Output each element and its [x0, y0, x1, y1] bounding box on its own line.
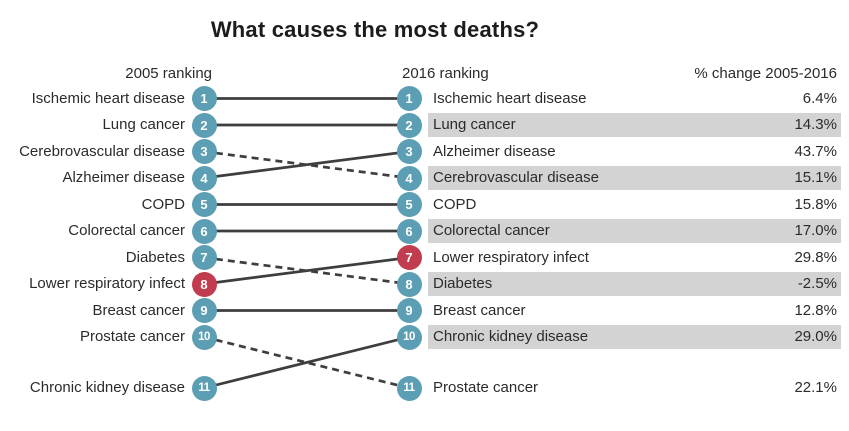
cause-label-2016: Chronic kidney disease	[433, 328, 589, 345]
row-band	[428, 272, 841, 296]
rank-circle-2005: 1	[191, 86, 217, 111]
cause-label-2005: Colorectal cancer	[68, 222, 185, 239]
pct-change-value: 43.7%	[794, 142, 837, 160]
cause-label-2016: Ischemic heart disease	[433, 89, 587, 107]
cause-label-2016: Lower respiratory infect	[433, 248, 589, 266]
rank-circle-2016: 9	[396, 298, 422, 323]
rank-circle-2016: 8	[396, 271, 422, 297]
rank-circle-2005: 7	[191, 245, 217, 270]
cause-label-2016: Prostate cancer	[433, 379, 539, 396]
column-header-pct-change: % change 2005-2016	[694, 65, 837, 82]
cause-label-2016: Alzheimer disease	[433, 142, 556, 160]
rank-change-line	[203, 256, 410, 286]
cause-label-2016: Breast cancer	[433, 301, 526, 319]
cause-label-2016: Cerebrovascular disease	[433, 169, 599, 186]
pct-change-value: 6.4%	[802, 89, 837, 107]
row-band	[428, 166, 841, 190]
column-header-2016-ranking: 2016 ranking	[402, 65, 489, 82]
cause-label-2016: Colorectal cancer	[433, 222, 550, 239]
cause-label-2005: Diabetes	[125, 248, 185, 266]
pct-change-value: 12.8%	[794, 301, 837, 319]
cause-label-2005: Lung cancer	[102, 116, 185, 133]
rank-circle-2005: 6	[191, 218, 217, 244]
cause-label-2005: Ischemic heart disease	[31, 89, 185, 107]
rank-circle-2016: 4	[396, 165, 422, 191]
rank-circle-2016: 6	[396, 218, 422, 244]
rank-change-line	[203, 256, 410, 286]
rank-circle-2005: 9	[191, 298, 217, 323]
pct-change-value: 22.1%	[794, 379, 837, 396]
pct-change-value: 29.8%	[794, 248, 837, 266]
rank-circle-2016: 1	[396, 86, 422, 111]
cause-label-2005: Chronic kidney disease	[29, 379, 185, 396]
pct-change-value: 29.0%	[794, 328, 837, 345]
cause-label-2005: Alzheimer disease	[62, 169, 185, 186]
pct-change-value: 15.1%	[794, 169, 837, 186]
row-band	[428, 219, 841, 243]
cause-label-2005: COPD	[141, 195, 185, 213]
cause-label-2016: COPD	[433, 195, 477, 213]
rank-circle-2005: 10	[191, 324, 217, 350]
pct-change-value: 14.3%	[794, 116, 837, 133]
cause-label-2005: Breast cancer	[92, 301, 185, 319]
rank-change-line	[203, 150, 410, 180]
rank-circle-2005: 2	[191, 112, 217, 138]
rank-circle-2016: 7	[396, 245, 422, 270]
rank-change-line	[203, 335, 410, 390]
rank-circle-2005: 8	[191, 271, 217, 297]
cause-label-2005: Prostate cancer	[79, 328, 185, 345]
rank-circle-2016: 11	[396, 375, 422, 401]
rank-circle-2016: 10	[396, 324, 422, 350]
chart-title: What causes the most deaths?	[210, 17, 540, 42]
pct-change-value: 15.8%	[794, 195, 837, 213]
pct-change-value: -2.5%	[797, 275, 837, 292]
rank-circle-2005: 11	[191, 375, 217, 401]
pct-change-value: 17.0%	[794, 222, 837, 239]
rank-circle-2005: 5	[191, 192, 217, 217]
rank-circle-2016: 3	[396, 139, 422, 164]
rank-circle-2005: 4	[191, 165, 217, 191]
rank-circle-2016: 5	[396, 192, 422, 217]
cause-label-2005: Lower respiratory infect	[29, 275, 185, 292]
column-header-2005-ranking: 2005 ranking	[125, 65, 212, 82]
rank-circle-2016: 2	[396, 112, 422, 138]
row-band	[428, 113, 841, 137]
rank-change-line	[203, 150, 410, 180]
rank-circle-2005: 3	[191, 139, 217, 164]
cause-label-2016: Lung cancer	[433, 116, 516, 133]
cause-label-2005: Cerebrovascular disease	[19, 142, 185, 160]
cause-label-2016: Diabetes	[433, 275, 493, 292]
row-band	[428, 325, 841, 349]
